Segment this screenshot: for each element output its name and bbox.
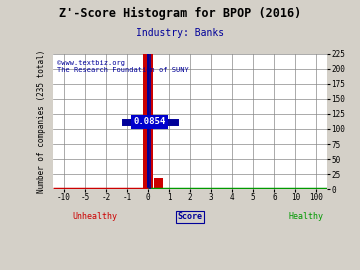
Text: ©www.textbiz.org: ©www.textbiz.org: [58, 60, 125, 66]
Text: Industry: Banks: Industry: Banks: [136, 28, 224, 38]
Bar: [154, 178, 163, 189]
Text: Score: Score: [177, 212, 203, 221]
Text: The Research Foundation of SUNY: The Research Foundation of SUNY: [58, 68, 189, 73]
Text: Z'-Score Histogram for BPOP (2016): Z'-Score Histogram for BPOP (2016): [59, 7, 301, 20]
Text: Healthy: Healthy: [288, 212, 323, 221]
Text: 0.0854: 0.0854: [134, 117, 166, 126]
Bar: [143, 54, 153, 189]
Text: Unhealthy: Unhealthy: [73, 212, 118, 221]
Bar: [147, 54, 149, 189]
Y-axis label: Number of companies (235 total): Number of companies (235 total): [37, 50, 46, 193]
